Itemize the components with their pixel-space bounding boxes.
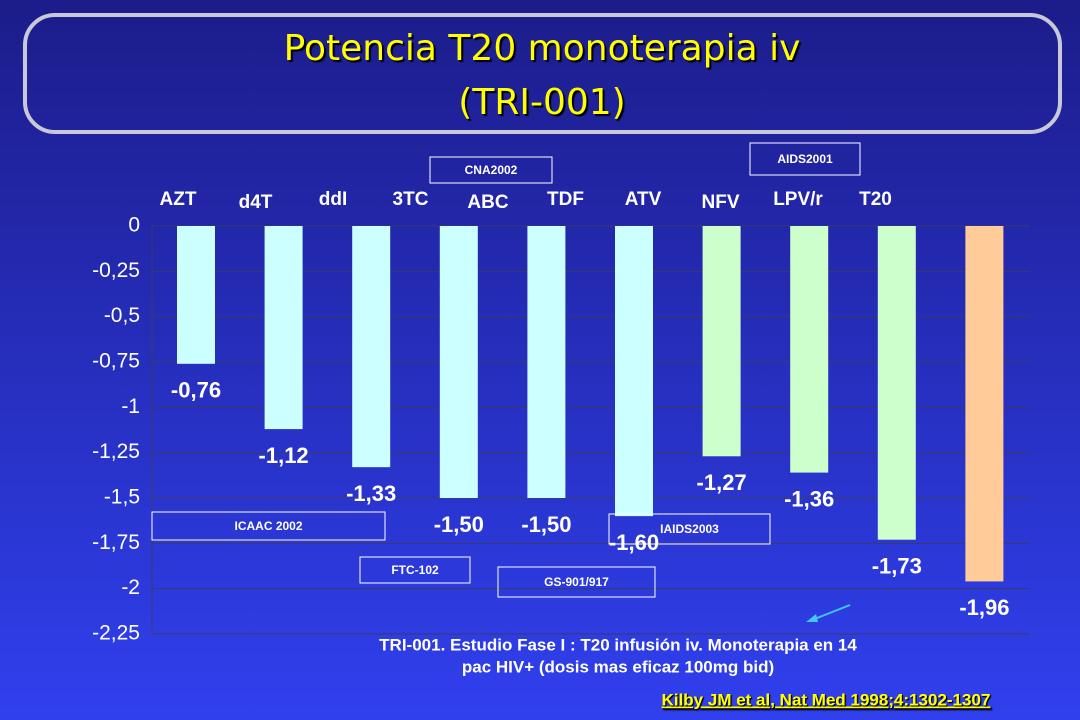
y-tick-label: -1,75	[92, 531, 140, 554]
annotation: ICAAC 2002	[234, 519, 302, 533]
arrow	[811, 604, 851, 621]
value-label: -1,60	[609, 530, 659, 555]
x-tick-label: d4T	[239, 192, 273, 213]
y-tick-label: -0,5	[104, 304, 140, 327]
x-tick-label: ddI	[319, 189, 348, 210]
title-box	[23, 13, 1062, 134]
annotation: AIDS2001	[777, 152, 833, 166]
x-tick-label: ABC	[467, 192, 508, 213]
y-tick-label: -1,5	[104, 486, 140, 509]
x-tick-label: 3TC	[393, 189, 429, 210]
bar	[790, 226, 829, 473]
value-label: -0,76	[171, 378, 221, 403]
x-tick-label: TDF	[547, 189, 584, 210]
annotation-box	[749, 142, 861, 176]
annotation: CNA2002	[465, 163, 518, 177]
y-tick-label: -2,25	[92, 622, 140, 645]
arrow-head	[806, 614, 818, 622]
y-tick-label: -1,25	[92, 440, 140, 463]
annotation-box	[151, 511, 386, 541]
chart-title: Potencia T20 monoterapia iv	[284, 28, 801, 69]
annotation-box	[497, 566, 656, 598]
annotation: IAIDS2003	[660, 522, 719, 536]
citation: Kilby JM et al, Nat Med 1998;4:1302-1307	[662, 690, 991, 709]
bar	[177, 226, 215, 364]
annotation-box	[429, 156, 553, 184]
x-tick-label: ATV	[625, 189, 662, 210]
bar	[702, 226, 741, 457]
annotation-box	[359, 556, 471, 584]
value-label: -1,36	[784, 486, 834, 511]
bar	[352, 226, 391, 468]
value-label: -1,96	[959, 595, 1009, 620]
y-tick-label: -0,25	[92, 259, 140, 282]
y-tick-label: -2	[121, 576, 140, 599]
x-tick-label: T20	[859, 189, 892, 210]
bar	[527, 226, 566, 498]
x-tick-label: NFV	[702, 192, 740, 213]
bar	[965, 226, 1004, 582]
y-tick-label: -1	[121, 395, 140, 418]
value-label: -1,73	[872, 554, 922, 579]
value-label: -1,33	[346, 481, 396, 506]
bar	[877, 226, 916, 540]
y-tick-label: 0	[128, 214, 140, 237]
x-tick-label: LPV/r	[773, 189, 823, 210]
x-tick-label: AZT	[160, 189, 197, 210]
footnote: TRI-001. Estudio Fase I : T20 infusión i…	[379, 635, 857, 654]
bar	[264, 226, 303, 430]
annotation: FTC-102	[391, 563, 439, 577]
bar	[615, 226, 653, 517]
value-label: -1,50	[434, 512, 484, 537]
footnote: pac HIV+ (dosis mas eficaz 100mg bid)	[462, 657, 774, 676]
annotation: GS-901/917	[544, 575, 609, 589]
annotation-box	[608, 513, 771, 545]
value-label: -1,50	[521, 512, 571, 537]
value-label: -1,27	[697, 470, 747, 495]
bar	[439, 226, 478, 498]
chart-title: (TRI-001)	[458, 82, 625, 123]
value-label: -1,12	[259, 443, 309, 468]
y-tick-label: -0,75	[92, 350, 140, 373]
